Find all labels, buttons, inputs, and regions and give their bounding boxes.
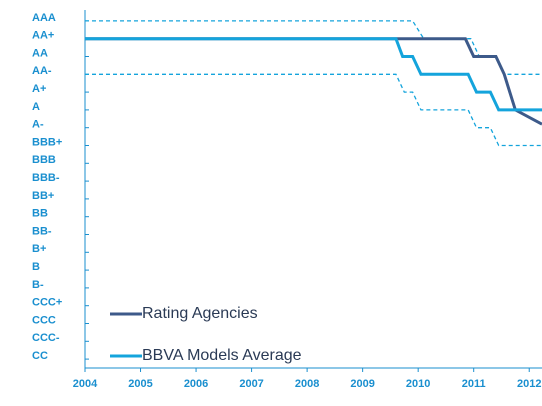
y-tick-label: A-: [32, 119, 44, 131]
series-line: [85, 37, 542, 126]
y-tick-label: BBB: [32, 154, 56, 166]
legend-label: Rating Agencies: [142, 305, 258, 322]
y-tick-label: BBB-: [32, 172, 60, 184]
x-tick-label: 2012: [517, 378, 541, 390]
y-tick-label: B: [32, 261, 40, 273]
y-tick-label: AA: [32, 47, 48, 59]
y-tick-label: AA-: [32, 65, 52, 77]
x-tick-label: 2010: [406, 378, 430, 390]
y-tick-label: A: [32, 101, 40, 113]
x-tick-label: 2006: [184, 378, 208, 390]
y-tick-label: B-: [32, 279, 44, 291]
y-tick-label: BB: [32, 208, 48, 220]
x-tick-label: 2005: [128, 378, 152, 390]
plot-area: [85, 20, 542, 147]
band-line: [85, 20, 542, 75]
y-tick-label: CC: [32, 350, 48, 362]
y-tick-label: CCC: [32, 314, 56, 326]
band-line: [85, 73, 542, 147]
x-tick-label: 2011: [462, 378, 486, 390]
y-tick-label: AAA: [32, 12, 56, 24]
y-tick-label: BB-: [32, 225, 52, 237]
y-tick-label: BB+: [32, 190, 54, 202]
y-tick-label: BBB+: [32, 136, 62, 148]
y-tick-label: A+: [32, 83, 46, 95]
y-tick-label: AA+: [32, 30, 54, 42]
y-tick-label: CCC-: [32, 332, 60, 344]
y-tick-label: CCC+: [32, 297, 62, 309]
series-line: [85, 37, 542, 112]
x-tick-label: 2008: [295, 378, 319, 390]
legend-label: BBVA Models Average: [142, 347, 302, 364]
x-tick-label: 2007: [239, 378, 263, 390]
y-tick-label: B+: [32, 243, 46, 255]
x-tick-label: 2004: [73, 378, 98, 390]
x-tick-label: 2009: [350, 378, 374, 390]
